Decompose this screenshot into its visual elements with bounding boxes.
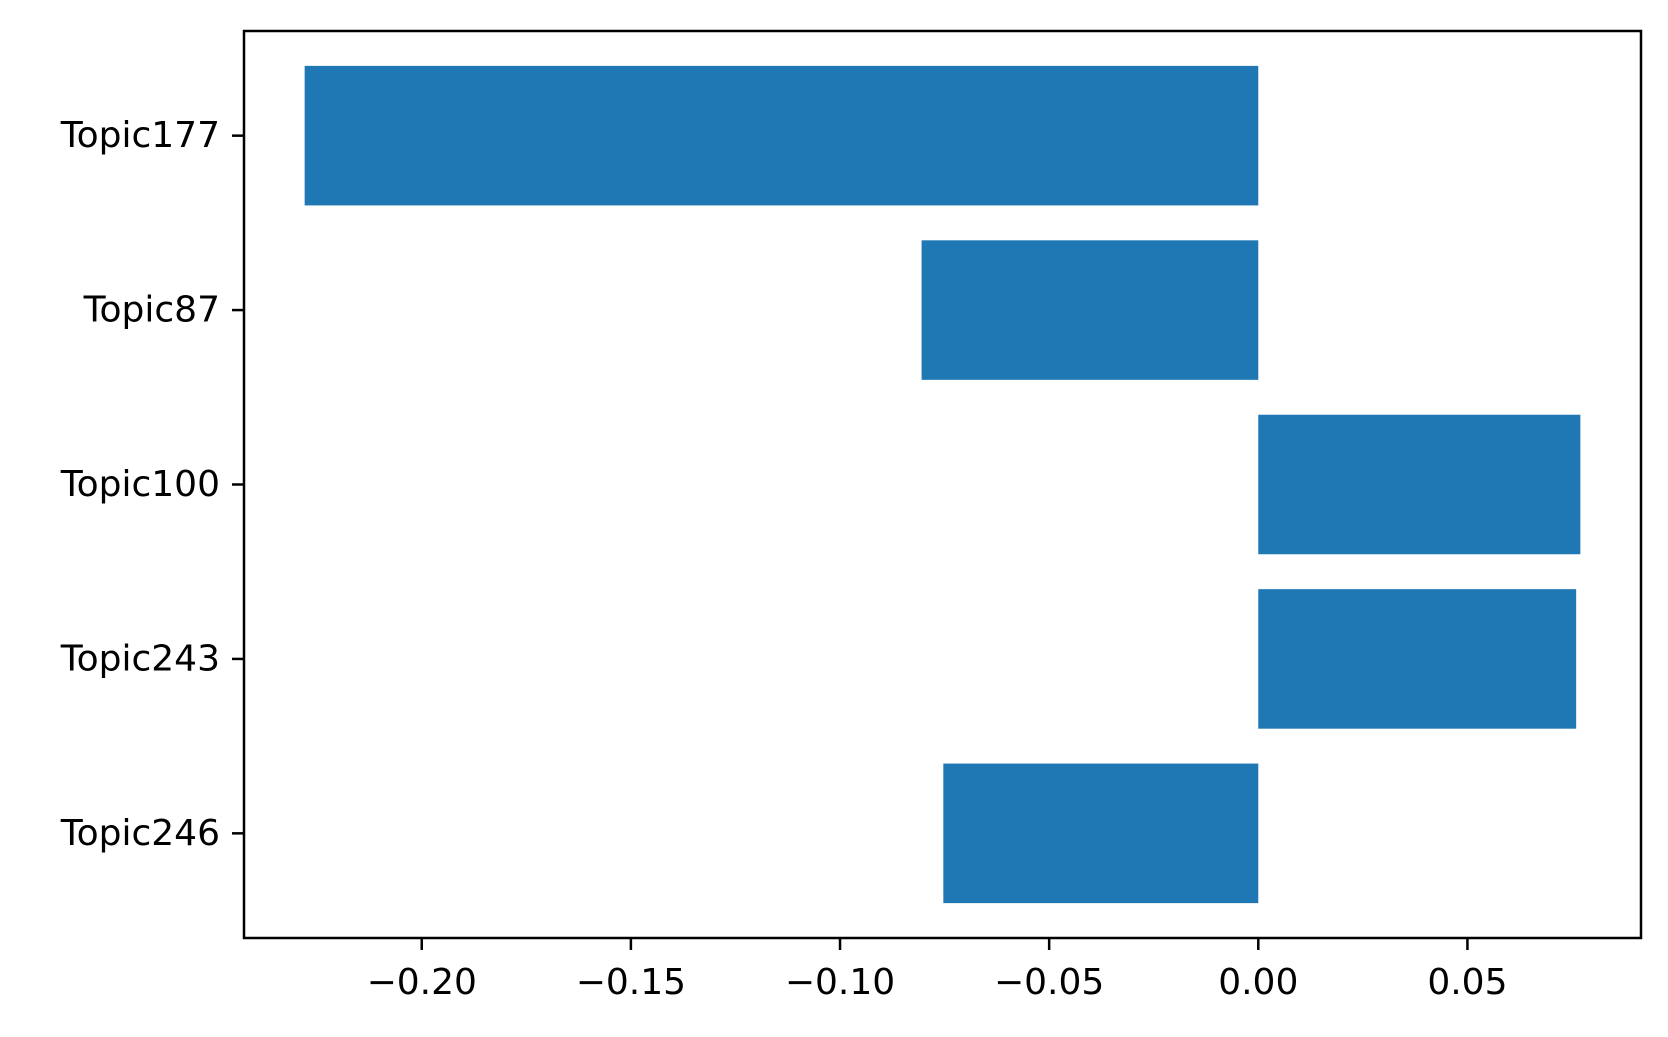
y-tick-label: Topic87 xyxy=(83,290,220,331)
bar-topic87 xyxy=(921,240,1259,380)
x-tick-label: 0.05 xyxy=(1427,962,1507,1003)
bars-group xyxy=(304,65,1581,904)
x-tick-label: −0.10 xyxy=(785,962,895,1003)
x-tick-label: −0.05 xyxy=(994,962,1104,1003)
bar-topic243 xyxy=(1258,589,1577,729)
y-tick-label: Topic246 xyxy=(60,813,220,854)
bar-topic246 xyxy=(943,763,1259,904)
y-tick-label: Topic243 xyxy=(60,638,220,679)
x-axis: −0.20 −0.15 −0.10 −0.05 0.00 0.05 xyxy=(367,938,1507,1003)
x-tick-label: −0.20 xyxy=(367,962,477,1003)
y-tick-label: Topic177 xyxy=(60,115,220,156)
x-tick-label: −0.15 xyxy=(576,962,686,1003)
y-axis: Topic177 Topic87 Topic100 Topic243 Topic246 xyxy=(60,115,244,854)
bar-topic100 xyxy=(1258,414,1581,555)
y-tick-label: Topic100 xyxy=(60,464,220,505)
x-tick-label: 0.00 xyxy=(1218,962,1298,1003)
bar-topic177 xyxy=(304,65,1259,206)
